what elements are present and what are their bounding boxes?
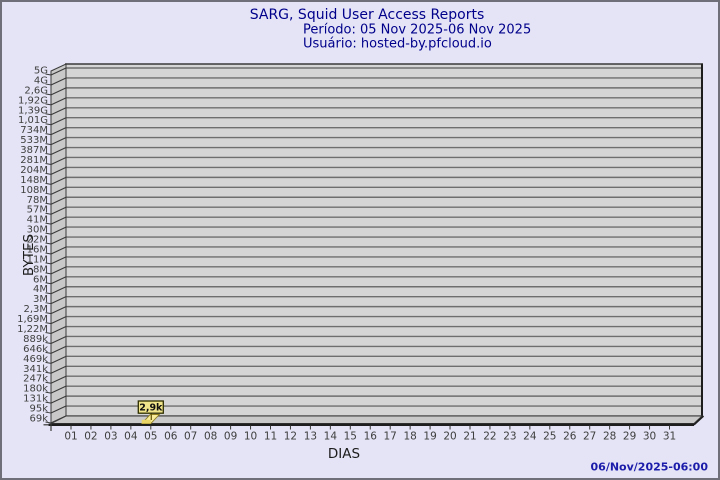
y-axis-labels: 5G4G2,6G1,92G1,39G1,01G734M533M387M281M2… xyxy=(17,66,48,425)
x-tick-label: 05 xyxy=(144,431,157,443)
y-tick-label: 247k xyxy=(23,374,48,385)
y-tick-label: 387M xyxy=(20,145,48,156)
y-tick-label: 78M xyxy=(27,195,48,206)
y-tick-label: 3M xyxy=(33,294,48,305)
y-tick-label: 108M xyxy=(20,185,48,196)
x-tick-label: 08 xyxy=(204,431,217,443)
wall-hatch-lines xyxy=(50,67,67,424)
x-tick-label: 25 xyxy=(543,431,556,443)
report-title: SARG, Squid User Access Reports xyxy=(250,7,485,23)
x-tick-label: 12 xyxy=(284,431,297,443)
y-tick-label: 30M xyxy=(27,225,48,236)
y-tick-label: 5G xyxy=(34,66,48,77)
report-period: Período: 05 Nov 2025-06 Nov 2025 xyxy=(303,23,531,38)
x-tick-label: 22 xyxy=(483,431,496,443)
y-tick-label: 11M xyxy=(27,254,48,265)
bar-value-label-box xyxy=(137,400,164,414)
x-tick-label: 26 xyxy=(563,431,577,443)
y-tick-label: 469k xyxy=(23,354,48,365)
bar-value-label: 2,9k xyxy=(139,403,163,414)
y-tick-label: 889k xyxy=(23,334,48,345)
y-tick-label: 1,92G xyxy=(18,95,48,106)
x-tick-label: 06 xyxy=(164,431,178,443)
y-tick-label: 341k xyxy=(23,364,48,375)
y-tick-label: 57M xyxy=(27,205,48,216)
x-tick-label: 28 xyxy=(603,431,616,443)
floor-3d xyxy=(50,415,704,424)
x-axis-title: DIAS xyxy=(328,446,360,462)
y-tick-label: 2,3M xyxy=(23,304,48,315)
y-tick-label: 16M xyxy=(27,244,48,255)
x-tick-label: 02 xyxy=(84,431,97,443)
y-tick-label: 281M xyxy=(20,155,48,166)
y-tick-label: 4G xyxy=(34,75,48,86)
y-tick-label: 6M xyxy=(33,274,48,285)
y-tick-label: 533M xyxy=(20,135,48,146)
y-tick-label: 1,39G xyxy=(18,105,48,116)
x-tick-label: 18 xyxy=(403,431,416,443)
y-tick-label: 180k xyxy=(23,384,48,395)
y-axis-title: BYTES xyxy=(21,234,37,276)
y-tick-label: 131k xyxy=(23,394,48,405)
x-tick-label: 21 xyxy=(463,431,476,443)
x-tick-label: 13 xyxy=(304,431,317,443)
y-axis-ticks xyxy=(45,73,52,424)
y-tick-label: 8M xyxy=(33,264,48,275)
x-tick-label: 10 xyxy=(244,431,257,443)
x-tick-label: 16 xyxy=(364,431,378,443)
y-tick-label: 1,01G xyxy=(18,115,48,126)
floor-right-cut xyxy=(693,415,705,426)
x-tick-label: 31 xyxy=(663,431,676,443)
y-tick-label: 646k xyxy=(23,344,48,355)
y-tick-label: 1,22M xyxy=(17,324,48,335)
plot-area xyxy=(66,64,702,416)
y-tick-label: 2,6G xyxy=(24,85,48,96)
x-tick-label: 24 xyxy=(523,431,537,443)
x-tick-label: 17 xyxy=(384,431,397,443)
chart-panel xyxy=(43,63,705,431)
x-tick-label: 30 xyxy=(643,431,656,443)
x-tick-label: 14 xyxy=(324,431,338,443)
y-tick-label: 69k xyxy=(29,414,48,425)
data-bar-day05: 2,9k xyxy=(137,400,164,424)
y-tick-label: 734M xyxy=(20,125,48,136)
y-tick-label: 95k xyxy=(29,404,48,415)
x-axis-labels: 01 02 03 04 05 06 07 08 09 10 11 12 13 14 15 16 17 18 19 20… xyxy=(64,431,676,443)
x-tick-label: 07 xyxy=(184,431,197,443)
x-tick-label: 15 xyxy=(344,431,357,443)
x-axis-ticks xyxy=(70,425,670,430)
y-tick-label: 204M xyxy=(20,165,48,176)
x-tick-label: 03 xyxy=(104,431,117,443)
y-tick-label: 148M xyxy=(20,175,48,186)
y-tick-label: 41M xyxy=(27,215,48,226)
x-tick-label: 19 xyxy=(423,431,436,443)
y-tick-label: 1,69M xyxy=(17,314,48,325)
y-tick-label: 22M xyxy=(27,235,48,246)
x-tick-label: 04 xyxy=(124,431,138,443)
x-tick-label: 27 xyxy=(583,431,596,443)
x-tick-label: 11 xyxy=(264,431,277,443)
x-tick-label: 09 xyxy=(224,431,237,443)
y-gridlines xyxy=(66,67,702,417)
x-tick-label: 20 xyxy=(443,431,456,443)
x-tick-label: 29 xyxy=(623,431,636,443)
x-tick-label: 23 xyxy=(503,431,516,443)
report-timestamp: 06/Nov/2025-06:00 xyxy=(591,461,709,474)
x-tick-label: 01 xyxy=(64,431,77,443)
y-tick-label: 4M xyxy=(33,284,48,295)
report-user: Usuário: hosted-by.pfcloud.io xyxy=(303,37,492,52)
